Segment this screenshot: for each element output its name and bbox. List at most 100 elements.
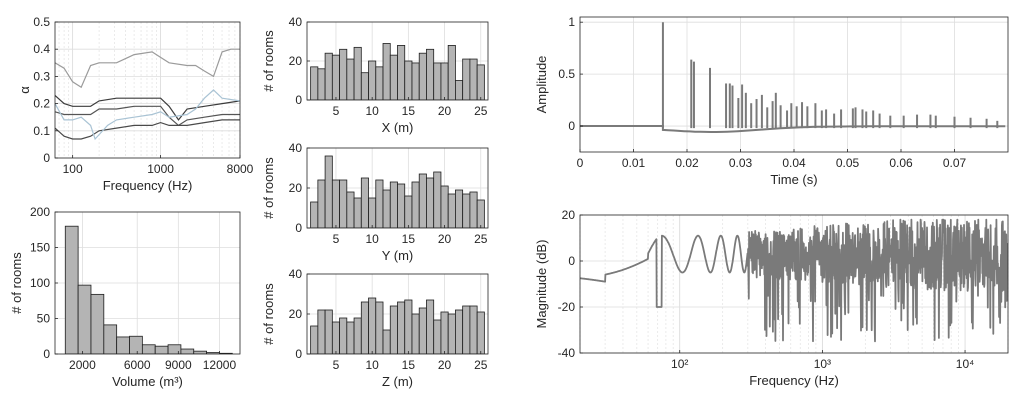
histogram-bar [317,68,326,100]
histogram-bar [440,311,449,354]
histogram-bar [368,297,377,354]
plot-content [310,297,485,354]
histogram-bar [455,189,464,228]
histogram-bar [418,307,427,354]
x-tick-label: 10 [365,232,379,246]
x-tick-label: 5 [333,358,340,372]
histogram-bar [447,313,456,354]
histogram-bar [154,345,169,354]
histogram-bar [353,197,362,228]
y-axis-label: α [17,86,32,94]
series-line [55,94,240,121]
x-tick-label: 6000 [124,358,151,372]
x-tick-label: 12000 [203,358,237,372]
plot-area [55,22,240,158]
histogram-bar [426,299,435,354]
histogram-bar [375,66,384,100]
histogram-bar [353,317,362,354]
histogram-bar [447,193,456,228]
histogram-bar [418,173,427,228]
plot-content [64,225,233,354]
histogram-bar [368,197,377,228]
x-tick-label: 0.06 [889,156,913,170]
histogram-bar [440,185,449,228]
histogram-bar [469,58,478,100]
x-tick-label: 25 [474,232,488,246]
histogram-bar [346,58,355,100]
y-tick-label: 0.2 [33,97,50,111]
y-axis-label: # of rooms [261,157,276,219]
histogram-bar [389,305,398,354]
y-tick-label: 40 [289,267,303,281]
y-axis-label: # of rooms [261,30,276,92]
y-tick-label: 50 [37,312,51,326]
y-axis-label: Magnitude (dB) [534,240,549,329]
x-axis-label: Z (m) [382,374,413,389]
y-tick-label: 40 [289,141,303,155]
histogram-bar [411,313,420,354]
impulse-baseline [580,125,1006,133]
y-tick-label: 0.4 [33,42,50,56]
histogram-bar [397,183,406,228]
y-tick-label: 20 [289,181,303,195]
series-line [55,48,240,89]
histogram-bar [411,181,420,228]
histogram-bar [324,52,333,100]
histogram-bar [346,321,355,354]
y-axis-label: # of rooms [261,283,276,345]
x-tick-label: 5 [333,232,340,246]
y-tick-label: 0 [568,119,575,133]
volume-chart: 2000 6000 9000 12000 0 50 100 150 200 Volume (m³)… [9,205,241,389]
histogram-bar [317,179,326,228]
x-tick-label: 10⁴ [956,357,975,371]
y-tick-label: 0 [295,347,302,361]
x-tick-label: 2000 [69,358,96,372]
histogram-bar [418,52,427,100]
histogram-bar [433,171,442,228]
histogram-bar [310,325,319,354]
histogram-bar [426,48,435,100]
histogram-bar [324,309,333,354]
histogram-bar [339,317,348,354]
y-tick-label: -40 [558,346,576,360]
x-dim-chart: 5 10 15 20 25 0 20 40 X (m) # of rooms [261,15,489,135]
x-tick-label: 100 [63,162,83,176]
histogram-bar [433,319,442,354]
x-tick-label: 0.07 [943,156,967,170]
x-tick-label: 25 [474,104,488,118]
histogram-bar [339,48,348,100]
histogram-bar [317,309,326,354]
x-tick-label: 15 [402,358,416,372]
y-tick-label: 0.5 [558,67,575,81]
plot-content [310,43,485,100]
x-tick-label: 0.02 [675,156,699,170]
histogram-bar [353,46,362,100]
y-tick-label: 20 [562,208,576,222]
histogram-bar [331,321,340,354]
y-tick-label: 0 [43,347,50,361]
plot-content [580,218,1008,343]
histogram-bar [64,225,79,354]
x-tick-label: 0.04 [782,156,806,170]
histogram-bar [331,54,340,100]
y-tick-label: 1 [568,15,575,29]
plot-content [55,48,240,141]
x-tick-label: 1000 [147,162,174,176]
y-tick-label: 0.1 [33,124,50,138]
x-tick-label: 10 [365,358,379,372]
histogram-bar [360,177,369,228]
histogram-bar [368,60,377,100]
histogram-bar [476,311,485,354]
histogram-bar [462,305,471,354]
series-line [55,105,240,127]
histogram-bar [360,301,369,354]
series-line [55,119,240,140]
x-axis-label: Time (s) [770,172,817,187]
z-dim-chart: 5 10 15 20 25 0 20 40 Z (m) # of rooms [261,267,489,389]
histogram-bar [339,179,348,228]
histogram-bar [193,350,207,354]
x-tick-label: 20 [438,358,452,372]
histogram-bar [455,80,464,100]
y-tick-label: 150 [30,241,50,255]
